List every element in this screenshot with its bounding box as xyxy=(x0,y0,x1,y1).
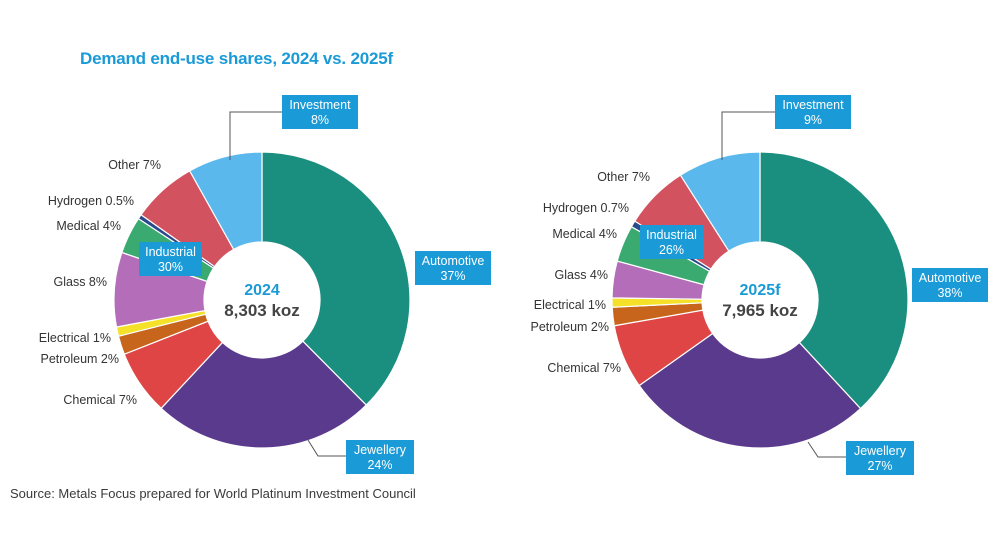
slice-automotive xyxy=(759,151,909,410)
label-box-automotive xyxy=(415,251,491,285)
center-total: 7,965 koz xyxy=(722,301,798,320)
label-industrial: Industrial xyxy=(145,245,196,259)
label-hydrogen: Hydrogen 0.7% xyxy=(543,201,629,215)
label-other: Other 7% xyxy=(108,158,161,172)
slice-investment xyxy=(679,151,761,252)
label-pct-jewellery: 27% xyxy=(867,459,892,473)
label-chemical: Chemical 7% xyxy=(547,361,621,375)
label-box-industrial xyxy=(139,242,202,276)
label-jewellery: Jewellery xyxy=(854,444,907,458)
leader-line-jewellery xyxy=(807,441,846,458)
label-pct-automotive: 38% xyxy=(937,286,962,300)
slice-investment xyxy=(188,151,263,251)
label-industrial: Industrial xyxy=(646,228,697,242)
label-other: Other 7% xyxy=(597,170,650,184)
slice-automotive xyxy=(261,151,411,406)
label-investment: Investment xyxy=(289,98,351,112)
label-hydrogen: Hydrogen 0.5% xyxy=(48,194,134,208)
label-pct-investment: 9% xyxy=(804,113,822,127)
label-investment: Investment xyxy=(782,98,844,112)
label-box-industrial xyxy=(640,225,703,259)
label-box-jewellery xyxy=(346,440,414,474)
label-pct-industrial: 30% xyxy=(158,260,183,274)
leader-line-investment xyxy=(721,111,775,160)
label-electrical: Electrical 1% xyxy=(534,298,606,312)
source-note: Source: Metals Focus prepared for World … xyxy=(10,486,416,501)
label-box-jewellery xyxy=(846,441,914,475)
label-chemical: Chemical 7% xyxy=(63,393,137,407)
label-petroleum: Petroleum 2% xyxy=(40,352,119,366)
leader-line-investment xyxy=(229,111,282,160)
label-automotive: Automotive xyxy=(919,271,982,285)
label-box-investment xyxy=(282,95,358,129)
label-glass: Glass 4% xyxy=(555,268,609,282)
leader-line-jewellery xyxy=(307,439,346,457)
chart-title: Demand end-use shares, 2024 vs. 2025f xyxy=(80,49,393,68)
label-medical: Medical 4% xyxy=(552,227,617,241)
label-petroleum: Petroleum 2% xyxy=(530,320,609,334)
center-total: 8,303 koz xyxy=(224,301,300,320)
label-glass: Glass 8% xyxy=(54,275,108,289)
label-automotive: Automotive xyxy=(422,254,485,268)
label-box-automotive xyxy=(912,268,988,302)
label-medical: Medical 4% xyxy=(56,219,121,233)
center-year: 2024 xyxy=(244,282,280,299)
label-pct-automotive: 37% xyxy=(440,269,465,283)
label-jewellery: Jewellery xyxy=(354,443,407,457)
label-pct-jewellery: 24% xyxy=(367,458,392,472)
label-box-investment xyxy=(775,95,851,129)
center-year: 2025f xyxy=(740,282,782,299)
label-pct-industrial: 26% xyxy=(659,243,684,257)
label-pct-investment: 8% xyxy=(311,113,329,127)
slice-jewellery xyxy=(638,332,862,449)
slice-jewellery xyxy=(160,340,368,449)
label-electrical: Electrical 1% xyxy=(39,331,111,345)
